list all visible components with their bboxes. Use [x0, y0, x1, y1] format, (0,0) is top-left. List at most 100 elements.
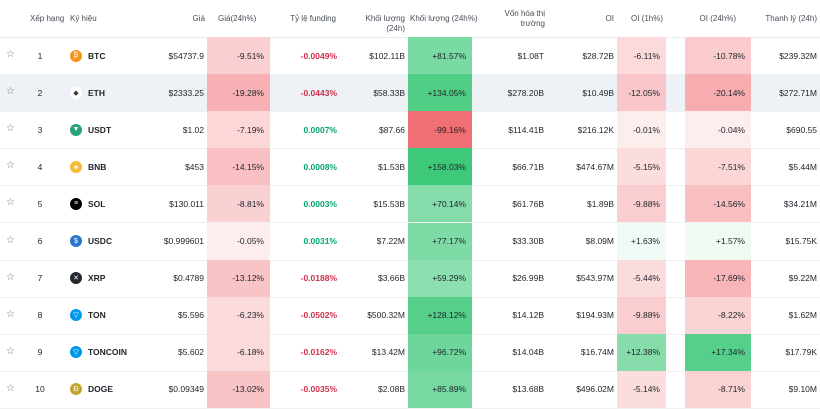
volume-change-cell: +85.89% — [408, 370, 472, 408]
funding-rate-cell: -0.0443% — [300, 87, 337, 98]
favorite-star-icon[interactable]: ☆ — [6, 345, 15, 357]
symbol-cell[interactable]: Ð DOGE — [70, 371, 150, 408]
table-row[interactable]: ☆ Ð DOGE 10 $0.09349 -13.02% -0.0035% $2.08B +85… — [0, 370, 820, 409]
favorite-star-icon[interactable]: ☆ — [6, 86, 15, 98]
header-price-change[interactable]: Giá(24h%) — [218, 14, 257, 23]
table-row[interactable]: ☆ ◈ BNB 4 $453 -14.15% 0.0008% $1.53B +158.03% $6… — [0, 148, 820, 187]
table-row[interactable]: ☆ ▼ USDT 3 $1.02 -7.19% 0.0007% $87.66 -99.16% $1… — [0, 111, 820, 150]
volume-change-cell: +128.12% — [408, 296, 472, 334]
favorite-star-icon[interactable]: ☆ — [6, 308, 15, 320]
open-interest-cell: $28.72B — [582, 50, 614, 61]
funding-rate-cell: 0.0003% — [303, 198, 337, 209]
volume-change-cell: +158.03% — [408, 148, 472, 186]
rank-cell: 3 — [37, 124, 43, 135]
symbol-label: BNB — [88, 161, 107, 172]
table-row[interactable]: ☆ ▽ TONCOIN 9 $5.602 -6.18% -0.0162% $13.42M +96… — [0, 333, 820, 372]
header-price[interactable]: Giá — [192, 14, 205, 23]
table-row[interactable]: ☆ ₿ BTC 1 $54737.9 -9.51% -0.0049% $102.11B +81.… — [0, 37, 820, 75]
rank-cell: 4 — [37, 161, 43, 172]
symbol-cell[interactable]: ▽ TON — [70, 297, 150, 334]
oi-1h-cell: -9.88% — [617, 185, 666, 223]
symbol-cell[interactable]: ◆ ETH — [70, 74, 150, 111]
symbol-label: ETH — [88, 87, 105, 98]
funding-rate-cell: -0.0035% — [300, 384, 337, 395]
oi-1h-cell: +12.38% — [617, 333, 666, 371]
symbol-cell[interactable]: ✕ XRP — [70, 260, 150, 297]
volume-cell: $7.22M — [376, 236, 405, 246]
liquidation-cell: $239.32M — [779, 50, 817, 61]
volume-change-cell: +77.17% — [408, 222, 472, 260]
funding-rate-cell: 0.0031% — [303, 236, 337, 246]
symbol-cell[interactable]: ◈ BNB — [70, 148, 150, 185]
oi-24h-cell: -17.69% — [685, 259, 751, 297]
header-market-cap[interactable]: Vốn hóa thị trường — [490, 9, 545, 29]
favorite-star-icon[interactable]: ☆ — [6, 271, 15, 283]
symbol-cell[interactable]: $ USDC — [70, 223, 150, 260]
symbol-label: TONCOIN — [88, 347, 128, 358]
funding-rate-cell: -0.0049% — [300, 50, 337, 61]
liquidation-cell: $272.71M — [779, 87, 817, 98]
funding-rate-cell: -0.0188% — [300, 273, 337, 284]
oi-24h-cell: +1.57% — [685, 222, 751, 260]
symbol-label: TON — [88, 310, 106, 321]
volume-cell: $58.33B — [373, 87, 405, 98]
table-row[interactable]: ☆ ≡ SOL 5 $130.011 -8.81% 0.0003% $15.53B +70.14… — [0, 185, 820, 224]
table-row[interactable]: ☆ $ USDC 6 $0.999601 -0.05% 0.0031% $7.22M +77.1… — [0, 222, 820, 261]
volume-cell: $2.08B — [378, 384, 405, 395]
price-change-cell: -13.02% — [207, 370, 270, 408]
liquidation-cell: $1.62M — [788, 310, 817, 321]
header-symbol[interactable]: Ký hiệu — [70, 14, 97, 23]
symbol-cell[interactable]: ₿ BTC — [70, 37, 150, 74]
liquidation-cell: $5.44M — [788, 161, 817, 172]
rank-cell: 9 — [37, 347, 43, 358]
header-volume[interactable]: Khối lượng (24h) — [365, 14, 405, 33]
price-cell: $453 — [185, 161, 204, 172]
symbol-cell[interactable]: ▽ TONCOIN — [70, 334, 150, 371]
table-row[interactable]: ☆ ◆ ETH 2 $2333.25 -19.28% -0.0443% $58.33B +134… — [0, 74, 820, 113]
header-liquidation[interactable]: Thanh lý (24h) — [765, 14, 817, 23]
symbol-cell[interactable]: ≡ SOL — [70, 185, 150, 222]
favorite-star-icon[interactable]: ☆ — [6, 160, 15, 172]
open-interest-cell: $1.89B — [587, 198, 614, 209]
rank-cell: 10 — [35, 384, 45, 395]
oi-1h-cell: +1.63% — [617, 222, 666, 260]
favorite-star-icon[interactable]: ☆ — [6, 382, 15, 394]
volume-change-cell: +59.29% — [408, 259, 472, 297]
header-rank[interactable]: Xếp hạng — [30, 14, 65, 23]
market-cap-cell: $278.20B — [507, 87, 544, 98]
usdt-icon: ▼ — [70, 123, 82, 136]
price-cell: $5.602 — [178, 347, 204, 358]
price-change-cell: -7.19% — [207, 111, 270, 149]
favorite-star-icon[interactable]: ☆ — [6, 197, 15, 209]
price-cell: $0.09349 — [168, 384, 204, 395]
open-interest-cell: $216.12K — [577, 124, 614, 135]
price-change-cell: -19.28% — [207, 74, 270, 112]
volume-cell: $87.66 — [379, 124, 405, 135]
header-market-cap-line1: Vốn hóa thị — [504, 9, 545, 18]
sol-icon: ≡ — [70, 197, 82, 210]
volume-change-cell: -99.16% — [408, 111, 472, 149]
symbol-cell[interactable]: ▼ USDT — [70, 111, 150, 148]
oi-24h-cell: -10.78% — [685, 37, 751, 74]
header-volume-change[interactable]: Khối lượng (24h%) — [410, 14, 478, 23]
header-oi-24h[interactable]: OI (24h%) — [699, 14, 736, 23]
rank-cell: 6 — [37, 236, 43, 246]
favorite-star-icon[interactable]: ☆ — [6, 49, 15, 60]
liquidation-cell: $9.22M — [788, 273, 817, 284]
favorite-star-icon[interactable]: ☆ — [6, 234, 15, 246]
header-oi-1h[interactable]: OI (1h%) — [630, 14, 663, 23]
rank-cell: 8 — [37, 310, 43, 321]
funding-rate-cell: 0.0008% — [303, 161, 337, 172]
header-oi[interactable]: OI — [605, 14, 614, 23]
table-row[interactable]: ☆ ✕ XRP 7 $0.4789 -13.12% -0.0188% $3.66B +59.29… — [0, 259, 820, 298]
favorite-star-icon[interactable]: ☆ — [6, 123, 15, 135]
rank-cell: 2 — [37, 87, 43, 98]
market-cap-cell: $1.08T — [517, 50, 544, 61]
table-row[interactable]: ☆ ▽ TON 8 $5.596 -6.23% -0.0502% $500.32M +128.1… — [0, 296, 820, 335]
oi-1h-cell: -6.11% — [617, 37, 666, 74]
symbol-label: XRP — [88, 273, 106, 284]
volume-cell: $3.66B — [378, 273, 405, 284]
ton-icon: ▽ — [70, 309, 82, 322]
header-funding-rate[interactable]: Tỷ lệ funding — [290, 14, 336, 23]
rank-cell: 7 — [37, 273, 43, 284]
